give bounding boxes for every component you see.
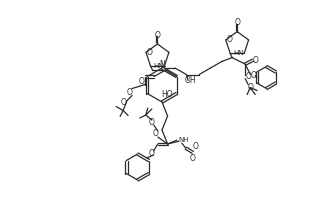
Text: N: N (159, 60, 165, 69)
Text: O: O (190, 154, 196, 163)
Text: HO: HO (161, 90, 173, 99)
Text: O: O (251, 71, 256, 80)
Text: O: O (149, 150, 155, 159)
Text: O: O (234, 18, 240, 27)
Text: NH: NH (179, 137, 189, 143)
Text: HN: HN (233, 50, 243, 56)
Text: O: O (153, 128, 159, 138)
Text: O: O (155, 31, 160, 40)
Text: O: O (253, 56, 259, 65)
Text: O: O (193, 142, 199, 151)
Text: O: O (247, 83, 253, 92)
Text: OH: OH (185, 76, 196, 85)
Text: O: O (147, 48, 153, 57)
Text: HN: HN (153, 63, 164, 69)
Text: O: O (126, 88, 132, 97)
Text: O: O (120, 98, 126, 107)
Text: O: O (149, 117, 155, 126)
Text: O: O (227, 35, 233, 44)
Text: O: O (138, 77, 144, 86)
Text: ··: ·· (171, 141, 174, 146)
Text: O: O (245, 72, 251, 81)
